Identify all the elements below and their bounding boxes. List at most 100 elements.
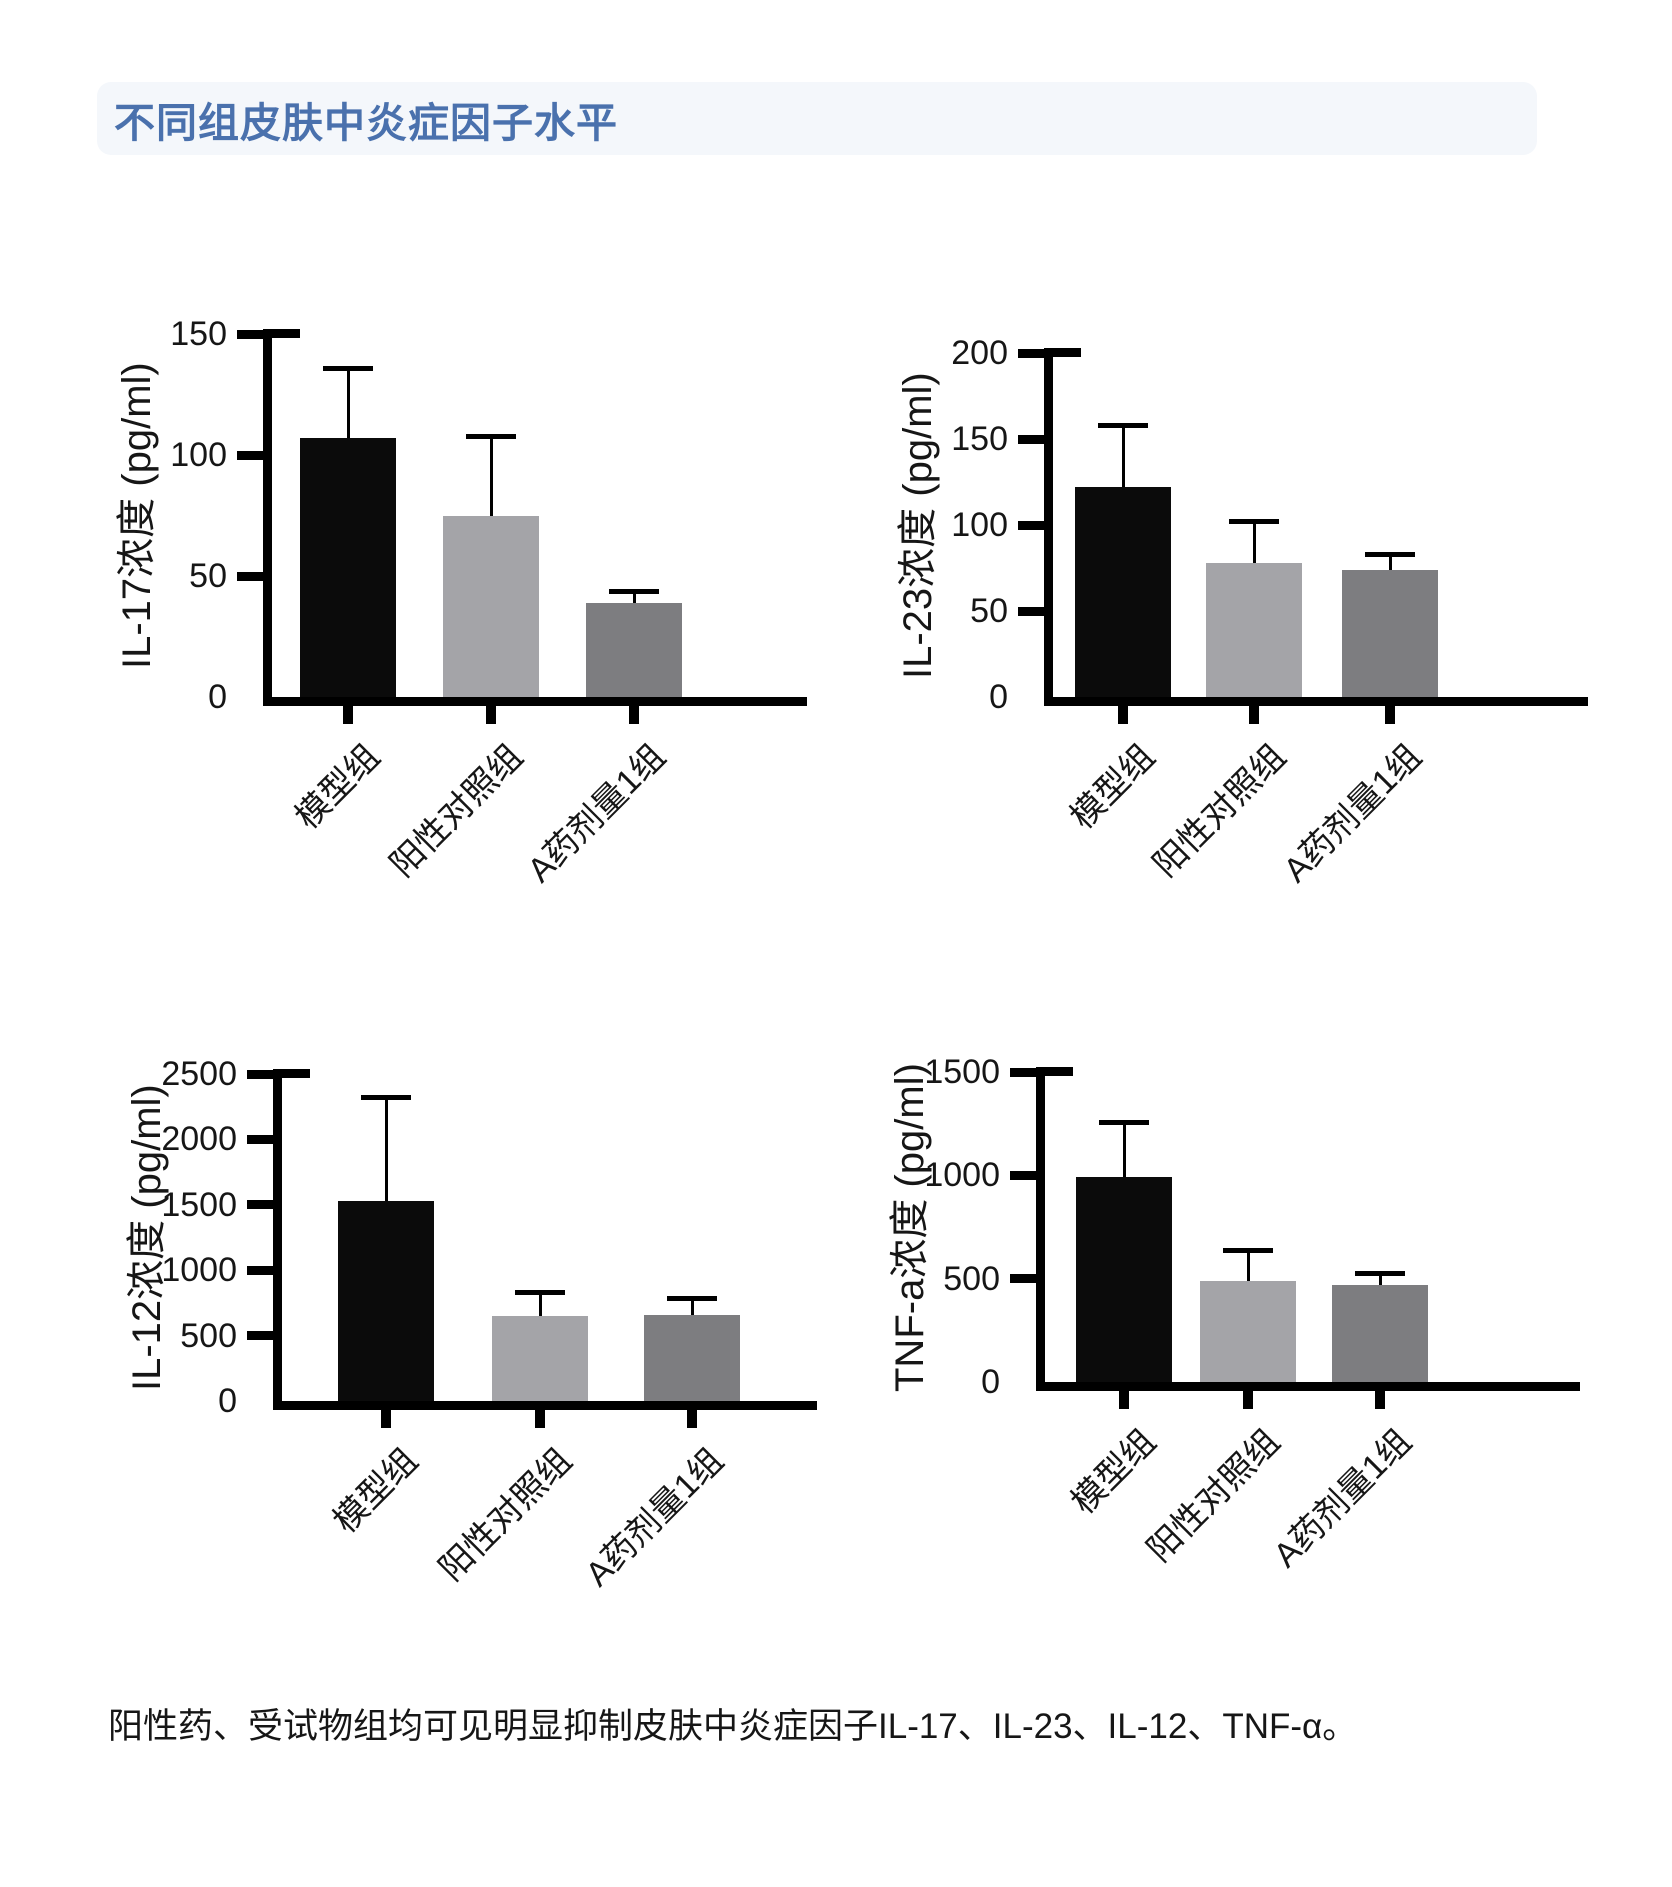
error-bar-line [632, 592, 636, 605]
x-tick [1118, 706, 1128, 724]
y-tick-label: 500 [943, 1259, 1000, 1298]
bar [1200, 1280, 1296, 1384]
y-tick [1018, 348, 1044, 358]
bar [300, 438, 396, 699]
x-axis [1044, 697, 1588, 706]
y-tick [1010, 1170, 1036, 1180]
y-axis [1044, 348, 1053, 706]
title-banner: 不同组皮肤中炎症因子水平 [97, 82, 1537, 155]
x-axis [1036, 1382, 1580, 1391]
error-bar-line [1378, 1274, 1382, 1287]
error-bar-cap [1365, 551, 1415, 557]
error-bar-cap [361, 1094, 411, 1100]
error-bar-line [346, 370, 350, 441]
error-bar-cap [466, 434, 516, 440]
y-tick-label: 0 [208, 678, 227, 716]
y-tick [247, 1069, 273, 1079]
figure-caption: 阳性药、受试物组均可见明显抑制皮肤中炎症因子IL-17、IL-23、IL-12、… [108, 1707, 1358, 1746]
error-bar-line [489, 438, 493, 518]
bar [1075, 487, 1171, 699]
y-axis-top-cap [282, 1069, 310, 1078]
bar [443, 515, 539, 699]
error-bar-cap [323, 366, 373, 372]
y-tick-label: 100 [951, 506, 1008, 544]
y-tick [1018, 434, 1044, 444]
y-tick-label: 0 [218, 1382, 237, 1420]
error-bar-line [538, 1293, 542, 1318]
y-tick-label: 150 [170, 315, 227, 353]
y-tick [1010, 1274, 1036, 1284]
x-axis [263, 697, 807, 706]
y-tick-label: 1500 [161, 1185, 237, 1224]
x-tick [1243, 1391, 1253, 1409]
y-tick [247, 1200, 273, 1210]
x-category-label: A药剂量1组 [1266, 1422, 1419, 1575]
y-tick-label: 150 [951, 420, 1008, 458]
figure-title: 不同组皮肤中炎症因子水平 [114, 99, 618, 146]
y-axis-title: TNF-a浓度 (pg/ml) [888, 1062, 932, 1392]
error-bar-line [1246, 1251, 1250, 1283]
bar [338, 1200, 434, 1403]
y-tick [247, 1134, 273, 1144]
y-tick-label: 1000 [924, 1156, 1000, 1195]
y-tick-label: 200 [951, 334, 1008, 372]
y-tick-label: 50 [189, 557, 227, 595]
error-bar-cap [1223, 1247, 1273, 1253]
x-category-label: 模型组 [1064, 1422, 1164, 1522]
error-bar-line [1122, 1123, 1126, 1180]
y-tick-label: 1500 [924, 1053, 1000, 1091]
y-tick-label: 2500 [161, 1055, 237, 1093]
y-axis [273, 1069, 282, 1410]
y-tick [1018, 520, 1044, 530]
y-axis-top-cap [1053, 348, 1081, 357]
y-tick [1018, 606, 1044, 616]
y-tick-label: 0 [981, 1363, 1000, 1401]
error-bar-line [384, 1098, 388, 1203]
x-tick [1375, 1391, 1385, 1409]
error-bar-cap [1355, 1270, 1405, 1276]
bar [1332, 1284, 1428, 1384]
y-tick [237, 571, 263, 581]
y-tick [247, 1265, 273, 1275]
x-tick [1119, 1391, 1129, 1409]
bar [1342, 569, 1438, 699]
error-bar-cap [515, 1289, 565, 1295]
error-bar-cap [1229, 519, 1279, 525]
error-bar-cap [667, 1296, 717, 1302]
y-axis [1036, 1067, 1045, 1391]
x-tick [1385, 706, 1395, 724]
x-tick [343, 706, 353, 724]
y-tick [1010, 1067, 1036, 1077]
error-bar-line [1252, 523, 1256, 565]
error-bar-line [1388, 555, 1392, 572]
error-bar-cap [1099, 1119, 1149, 1125]
x-tick [381, 1410, 391, 1428]
x-tick [629, 706, 639, 724]
y-tick-label: 0 [989, 678, 1008, 716]
y-tick-label: 2000 [161, 1120, 237, 1159]
bar [586, 602, 682, 699]
x-tick [535, 1410, 545, 1428]
error-bar-cap [1098, 422, 1148, 428]
y-tick [237, 329, 263, 339]
y-tick-label: 1000 [161, 1251, 237, 1290]
y-tick-label: 100 [170, 436, 227, 474]
x-tick [1249, 706, 1259, 724]
bar [492, 1315, 588, 1403]
bar [1076, 1177, 1172, 1384]
error-bar-line [690, 1300, 694, 1317]
y-axis-top-cap [1045, 1067, 1073, 1076]
x-tick [486, 706, 496, 724]
x-axis [273, 1401, 817, 1410]
y-tick [237, 450, 263, 460]
y-tick-label: 50 [970, 592, 1008, 630]
y-axis [263, 329, 272, 706]
bar [1206, 562, 1302, 699]
bar [644, 1314, 740, 1403]
x-tick [687, 1410, 697, 1428]
